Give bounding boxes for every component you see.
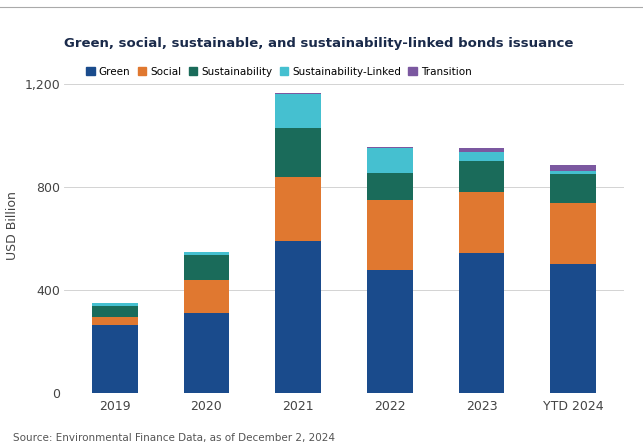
Bar xyxy=(92,306,138,317)
Bar xyxy=(92,303,138,306)
Bar xyxy=(550,171,596,174)
Bar xyxy=(367,173,413,200)
Bar xyxy=(458,161,505,192)
Text: Green, social, sustainable, and sustainability-linked bonds issuance: Green, social, sustainable, and sustaina… xyxy=(64,37,574,50)
Legend: Green, Social, Sustainability, Sustainability-Linked, Transition: Green, Social, Sustainability, Sustainab… xyxy=(86,67,471,77)
Bar xyxy=(92,317,138,325)
Bar xyxy=(275,177,321,241)
Bar xyxy=(550,202,596,265)
Bar xyxy=(367,148,413,173)
Bar xyxy=(183,255,230,280)
Bar xyxy=(275,128,321,177)
Bar xyxy=(183,313,230,393)
Bar xyxy=(367,147,413,148)
Bar xyxy=(275,94,321,128)
Bar xyxy=(183,280,230,313)
Bar xyxy=(458,192,505,253)
Bar xyxy=(458,148,505,152)
Bar xyxy=(183,252,230,255)
Bar xyxy=(367,200,413,270)
Bar xyxy=(367,270,413,393)
Bar xyxy=(275,93,321,94)
Bar xyxy=(92,325,138,393)
Bar xyxy=(275,241,321,393)
Bar xyxy=(458,253,505,393)
Bar xyxy=(550,265,596,393)
Text: Source: Environmental Finance Data, as of December 2, 2024: Source: Environmental Finance Data, as o… xyxy=(13,433,335,443)
Bar xyxy=(550,174,596,202)
Bar xyxy=(458,152,505,161)
Y-axis label: USD Billion: USD Billion xyxy=(6,191,19,260)
Bar xyxy=(550,165,596,171)
